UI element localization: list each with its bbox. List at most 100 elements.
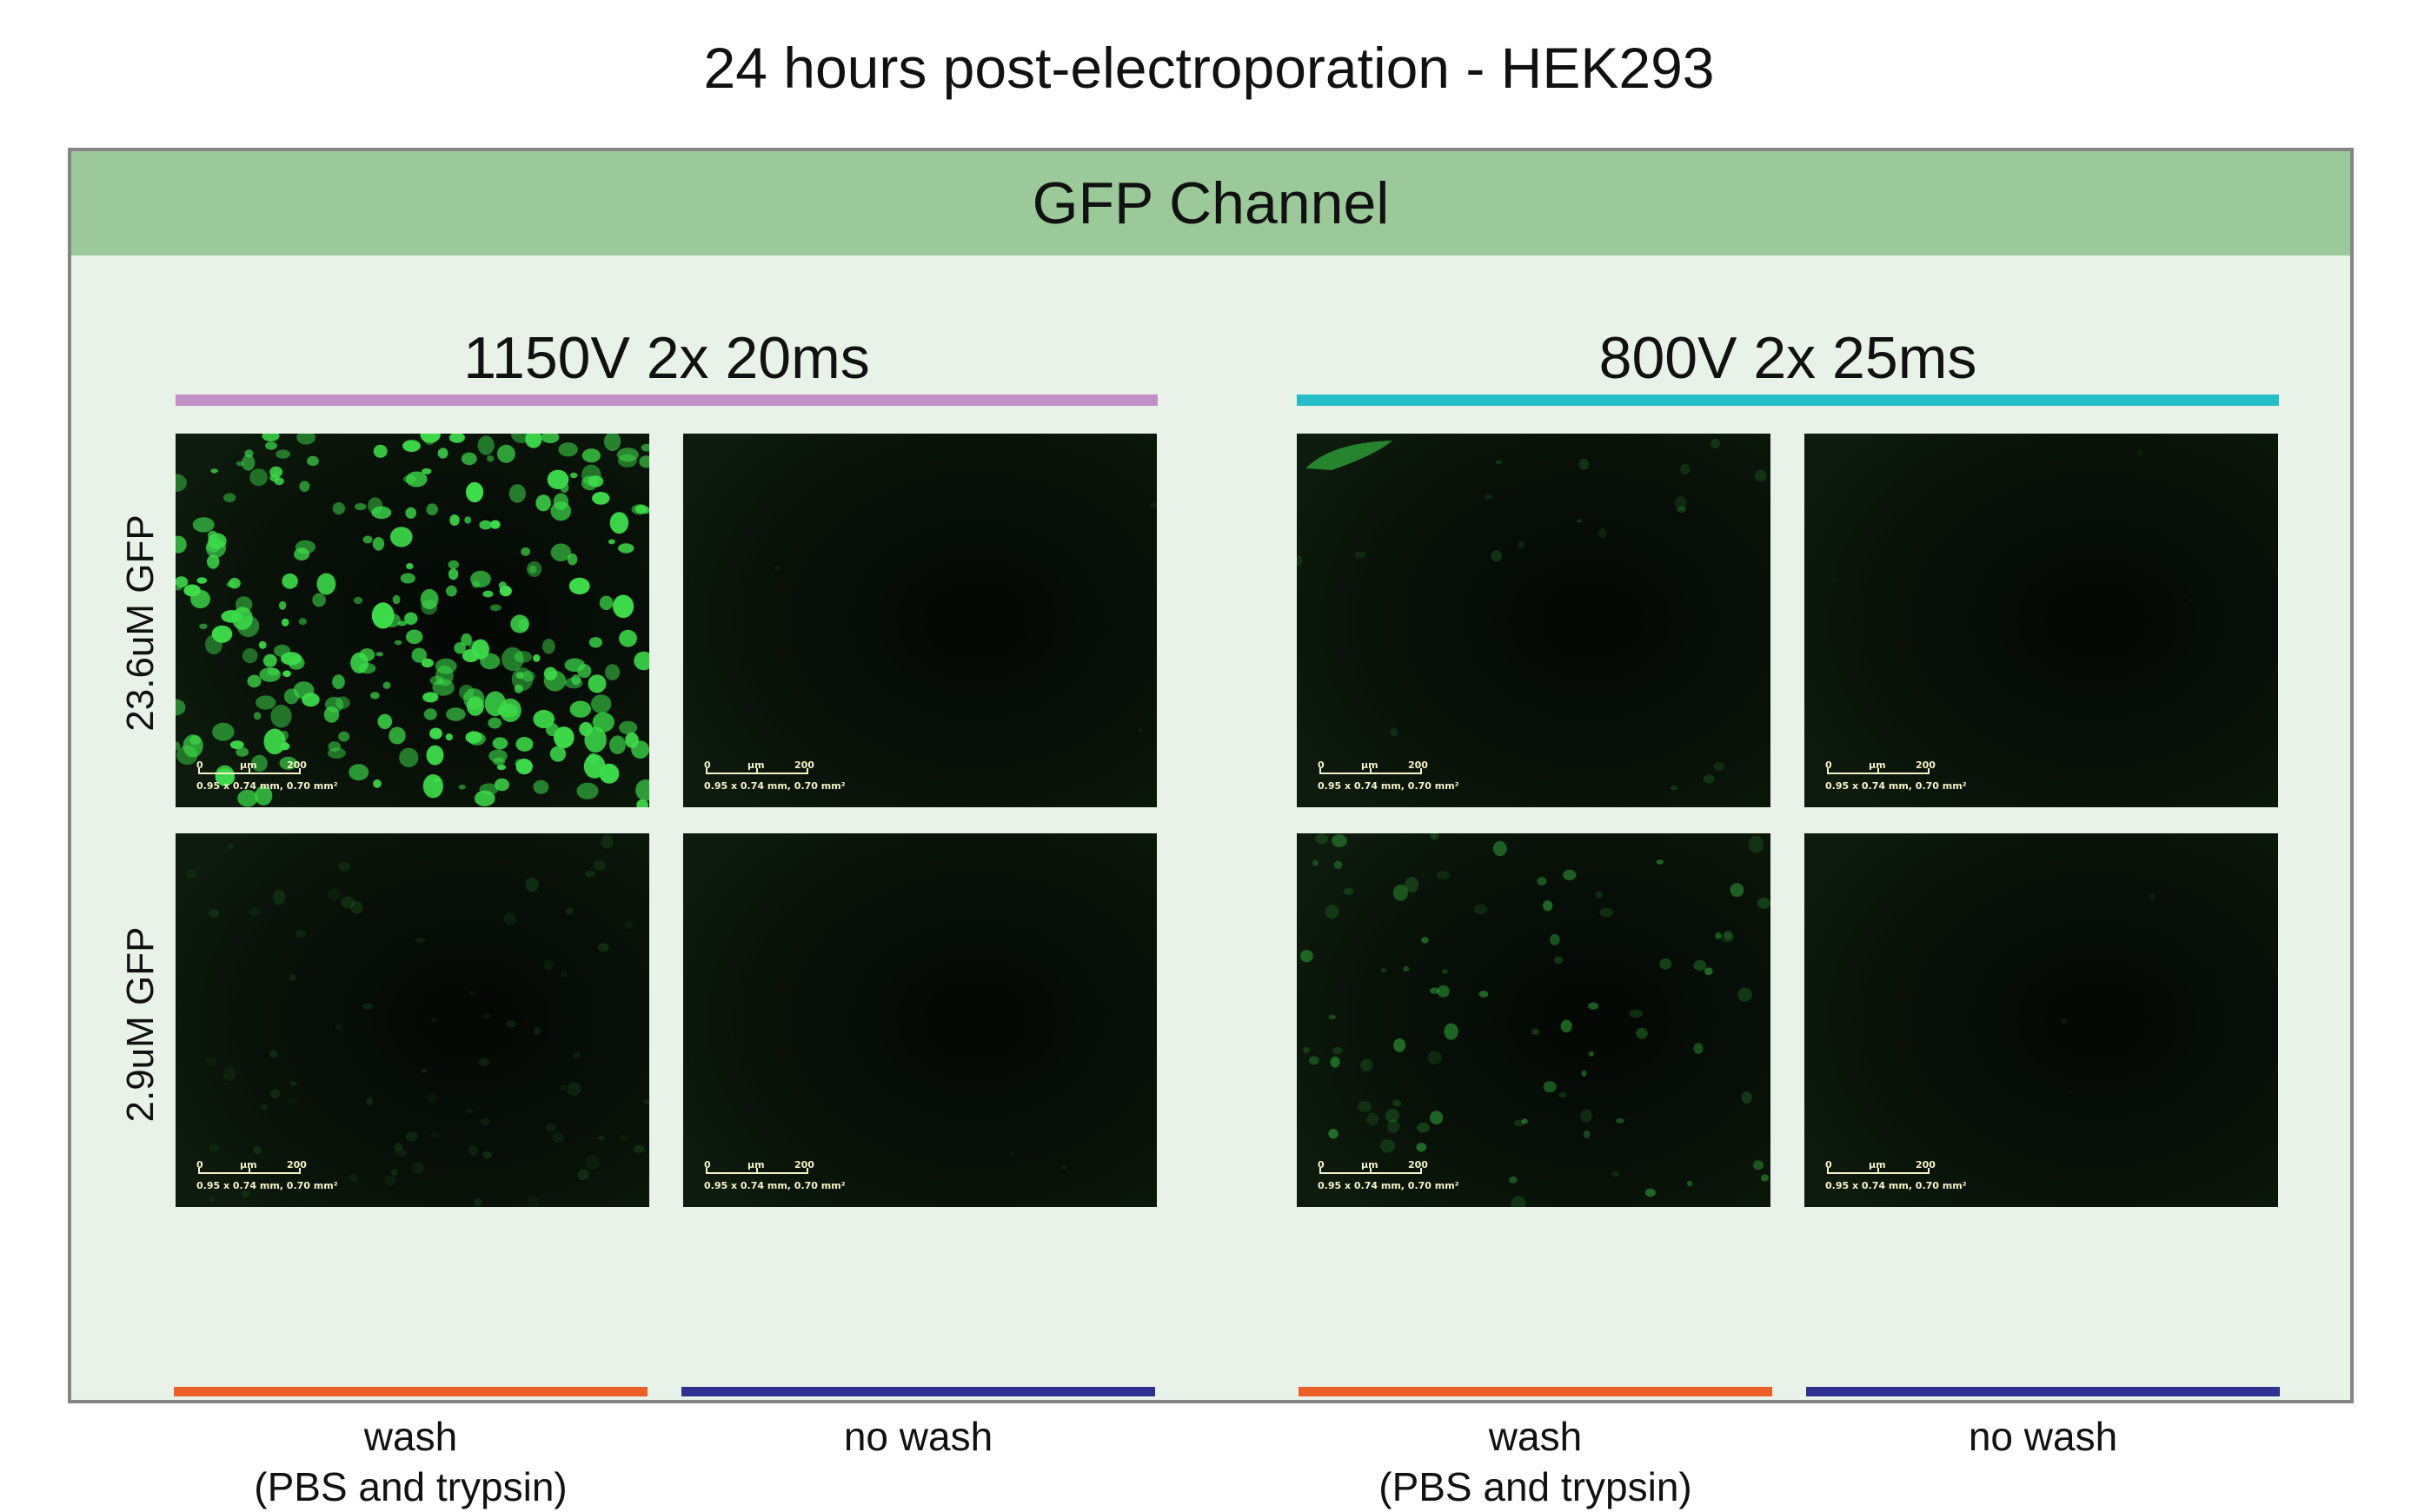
gfp-cell	[634, 505, 647, 514]
gfp-cell	[1478, 991, 1489, 998]
gfp-cell	[482, 1013, 491, 1019]
gfp-cell	[1139, 728, 1143, 733]
gfp-cell	[1670, 785, 1677, 791]
gfp-cell	[486, 454, 495, 462]
gfp-cell	[1616, 1117, 1624, 1124]
gfp-cell	[196, 577, 208, 584]
gfp-cell	[370, 692, 380, 700]
gfp-cell	[1009, 1151, 1016, 1156]
gfp-cell	[1315, 833, 1329, 845]
gfp-cell	[543, 959, 555, 971]
gfp-cell	[636, 799, 648, 807]
gfp-cell	[405, 507, 417, 519]
gfp-cell	[466, 481, 484, 503]
gfp-cell	[1492, 840, 1507, 857]
gfp-cell	[422, 468, 432, 474]
fluorescence-field	[683, 434, 1157, 807]
gfp-cell	[1730, 883, 1744, 898]
gfp-cell	[572, 1051, 581, 1058]
gfp-cell	[281, 618, 289, 627]
gfp-cell	[464, 1108, 474, 1114]
gfp-cell	[421, 1068, 428, 1073]
gfp-cell	[592, 712, 614, 733]
gfp-cell	[445, 733, 453, 741]
gfp-cell	[420, 434, 441, 443]
gfp-cell	[185, 870, 197, 879]
gfp-cell	[341, 896, 355, 909]
gfp-cell	[609, 735, 626, 754]
gfp-cell	[560, 1084, 567, 1091]
gfp-cell	[354, 503, 367, 511]
gfp-cell	[477, 435, 495, 455]
gfp-cell	[489, 604, 502, 612]
gfp-cell	[568, 577, 590, 595]
gfp-cell	[1693, 959, 1707, 972]
gfp-cell	[471, 580, 481, 588]
gfp-cell	[1693, 1043, 1704, 1054]
scale-end: 200	[287, 759, 307, 771]
gfp-cell	[260, 1104, 269, 1110]
gfp-cell	[299, 481, 310, 492]
gfp-cell	[480, 653, 501, 670]
scale-tick	[299, 1168, 301, 1174]
gfp-cell	[335, 1024, 343, 1030]
gfp-cell	[437, 448, 448, 459]
gfp-cell	[1558, 1091, 1567, 1098]
gfp-cell	[564, 658, 585, 673]
gfp-cell	[349, 764, 369, 781]
gfp-cell	[564, 677, 583, 689]
scale-bar: 0 μm 200 0.95 x 0.74 mm, 0.70 mm²	[196, 1159, 338, 1191]
gfp-cell	[1430, 833, 1439, 840]
gfp-cell	[567, 553, 578, 566]
gfp-cell	[609, 512, 629, 534]
treatment-label-wash: wash (PBS and trypsin)	[1299, 1411, 1772, 1512]
scale-start: 0	[1318, 759, 1325, 771]
gfp-cell	[1754, 469, 1767, 482]
gfp-cell	[1354, 551, 1366, 559]
scale-unit: μm	[1361, 759, 1378, 771]
gfp-cell	[1677, 506, 1687, 513]
gfp-cell	[1832, 577, 1837, 581]
gfp-cell	[1518, 540, 1525, 549]
scale-tick	[1928, 768, 1930, 774]
gfp-cell	[635, 779, 649, 801]
gfp-cell	[206, 541, 220, 553]
gfp-cell	[289, 1081, 297, 1086]
gfp-cell	[597, 943, 609, 952]
gfp-cell	[490, 520, 501, 529]
gfp-cell	[624, 920, 634, 930]
field-background	[1804, 434, 2278, 807]
scale-tick	[756, 768, 758, 774]
fluorescence-field	[1297, 434, 1770, 807]
gfp-cell	[634, 651, 649, 671]
row-label-2-9um: 2.9uM GFP	[119, 926, 162, 1123]
gfp-cell	[223, 493, 236, 502]
field-background	[176, 833, 649, 1207]
gfp-cell	[588, 753, 599, 765]
gfp-cell	[373, 779, 382, 788]
gfp-cell	[541, 639, 555, 654]
gfp-cell	[199, 623, 208, 629]
gfp-cell	[1392, 1099, 1402, 1107]
gfp-cell	[394, 1143, 402, 1151]
gfp-cell	[1711, 438, 1720, 449]
gfp-cell	[534, 1026, 541, 1035]
gfp-cell	[1421, 937, 1429, 944]
gfp-cell	[560, 970, 568, 978]
gfp-cell	[468, 991, 476, 996]
gfp-cell	[1644, 1188, 1656, 1197]
gfp-cell	[289, 973, 296, 982]
gfp-cell	[242, 454, 256, 471]
gfp-cell	[372, 537, 385, 551]
gfp-cell	[262, 653, 277, 667]
gfp-cell	[597, 1135, 605, 1141]
gfp-cell	[1360, 1058, 1373, 1071]
scale-tick	[1420, 1168, 1422, 1174]
gfp-cell	[236, 747, 249, 757]
gfp-cell	[209, 1144, 220, 1152]
gfp-cell	[618, 543, 634, 554]
gfp-cell	[394, 1148, 407, 1157]
scale-tick	[299, 768, 301, 774]
gfp-cell	[503, 912, 516, 925]
gfp-cell	[338, 731, 350, 742]
